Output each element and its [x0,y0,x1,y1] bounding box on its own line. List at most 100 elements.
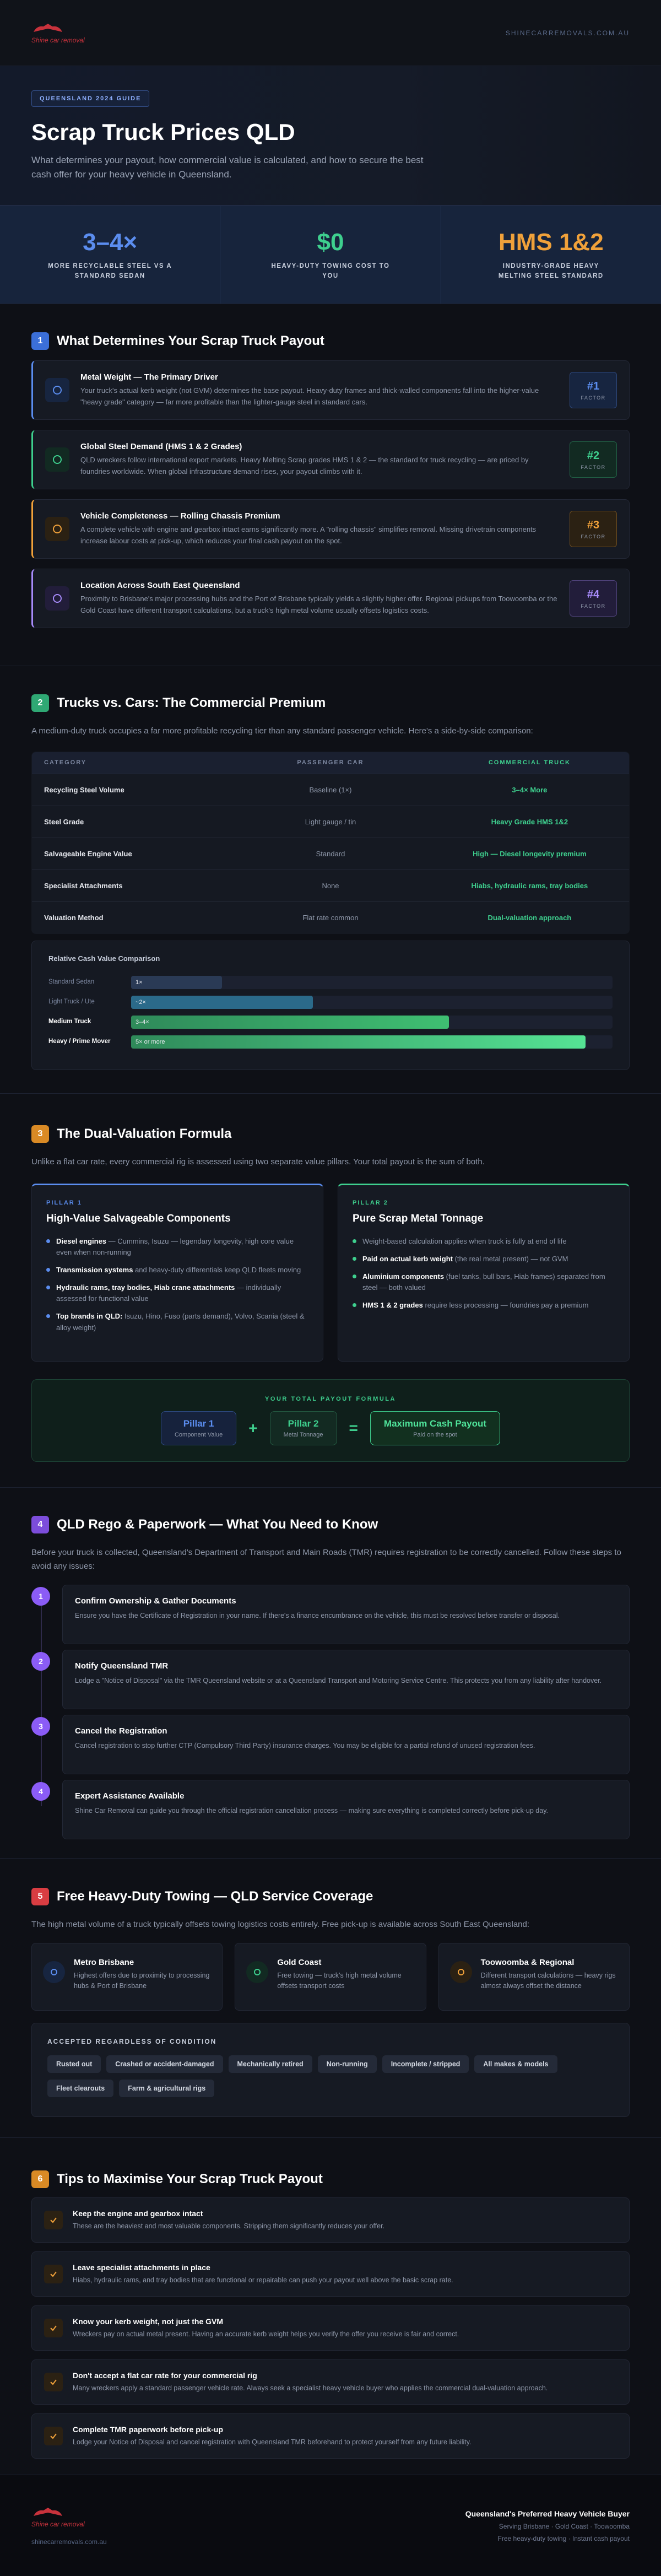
t-text: Hiabs, hydraulic rams, and tray bodies t… [73,2276,453,2284]
st-card: Notify Queensland TMR Lodge a "Notice of … [62,1649,630,1709]
table-cell: None [231,869,430,902]
check-icon [50,2271,57,2277]
acc-title: ACCEPTED REGARDLESS OF CONDITION [47,2037,217,2045]
sec-head: 1 What Determines Your Scrap Truck Payout [31,332,630,350]
p-item: Top brands in QLD: Isuzu, Hino, Fuso (pa… [46,1311,308,1333]
footer-right: Queensland's Preferred Heavy Vehicle Buy… [465,2509,630,2542]
t-title: Don't accept a flat car rate for your co… [73,2370,257,2380]
bar-value-label: ~2× [136,998,146,1006]
hero-title: Scrap Truck Prices QLD [31,119,295,145]
track: 1× [131,975,613,989]
sec-num: 4 [31,1516,49,1533]
table-cell: Salvageable Engine Value [32,837,231,870]
sec-num: 6 [31,2170,49,2188]
f-title: Metal Weight — The Primary Driver [80,372,218,382]
stat-label: MORE RECYCLABLE STEEL VS A STANDARD SEDA… [48,263,172,279]
st-num: 2 [31,1651,50,1671]
table-cell: Valuation Method [32,901,231,933]
p-bold: Diesel engines [56,1236,107,1245]
sec-head: 3 The Dual-Valuation Formula [31,1125,630,1143]
table-cell: Flat rate common [231,901,430,933]
st-title: Cancel the Registration [75,1726,167,1736]
term-sub: Metal Tonnage [283,1431,323,1438]
t-body: Leave specialist attachments in place Hia… [73,2263,453,2286]
f-rank: #1 FACTOR [570,372,617,408]
p-text: (the real metal present) — not GVM [452,1254,568,1263]
st-title: Confirm Ownership & Gather Documents [75,1596,236,1606]
bar-row: Standard Sedan 1× [48,973,613,992]
tag: Farm & agricultural rigs [119,2079,215,2097]
st-text: Cancel registration to stop further CTP … [75,1741,535,1749]
f-title: Vehicle Completeness — Rolling Chassis P… [80,511,280,521]
sec-title: Trucks vs. Cars: The Commercial Premium [57,695,326,710]
table-cell: High — Diesel longevity premium [430,837,629,870]
f-title: Location Across South East Queensland [80,581,240,591]
tag: Mechanically retired [228,2055,312,2073]
p-bold: HMS 1 & 2 grades [362,1301,423,1310]
sec-num: 1 [31,332,49,350]
table-cell: Standard [231,837,430,870]
term: Pillar 1 Component Value [160,1411,237,1445]
f-icon [45,586,69,611]
bar: 1× [131,975,222,989]
header: Shine car removal SHINECARREMOVALS.COM.A… [0,0,661,66]
a-body: Gold Coast Free towing — truck's high met… [277,1956,414,1992]
op: + [248,1419,258,1436]
p-bold: Aluminium components [362,1272,445,1281]
header-cell: CATEGORY [32,752,231,774]
steps: 1 Confirm Ownership & Gather Documents Ens… [31,1584,630,1839]
sec-num: 5 [31,1888,49,1905]
t-title: Know your kerb weight, not just the GVM [73,2316,224,2326]
stat-label: HEAVY-DUTY TOWING COST TO YOU [271,263,390,279]
a-text: Free towing — truck's high metal volume … [277,1971,402,1990]
bar-row: Heavy / Prime Mover 5× or more [48,1032,613,1052]
table-row: Valuation Method Flat rate common Dual-val… [32,901,629,933]
p-bold: Paid on actual kerb weight [362,1254,453,1263]
stat: $0 HEAVY-DUTY TOWING COST TO YOU [220,206,441,304]
pillar: PILLAR 1 High-Value Salvageable Component… [31,1183,323,1362]
bar: 3–4× [131,1015,449,1029]
sec-title: QLD Rego & Paperwork — What You Need to … [57,1517,378,1532]
site-url: SHINECARREMOVALS.COM.AU [505,29,630,37]
rank-label: FACTOR [581,464,606,470]
chart: Relative Cash Value Comparison Standard S… [31,940,630,1070]
term-name: Maximum Cash Payout [383,1418,487,1429]
footer-site: shinecarremovals.com.au [31,2537,107,2546]
term-sub: Component Value [174,1431,223,1438]
p-item: Transmission systems and heavy-duty diff… [46,1265,308,1276]
t-text: These are the heaviest and most valuable… [73,2222,385,2230]
f-title: Global Steel Demand (HMS 1 & 2 Grades) [80,442,242,452]
p-text: — individually assessed for functional v… [56,1283,281,1303]
f-body: Global Steel Demand (HMS 1 & 2 Grades) QL… [80,442,559,477]
f-text: A complete vehicle with engine and gearb… [80,525,537,545]
sec-title: Free Heavy-Duty Towing — QLD Service Cov… [57,1889,373,1904]
tip: Leave specialist attachments in place Hia… [31,2251,630,2297]
a-icon [43,1961,65,1983]
tip: Know your kerb weight, not just the GVM W… [31,2305,630,2351]
t-body: Complete TMR paperwork before pick-up Lod… [73,2425,472,2448]
t-text: Lodge your Notice of Disposal and cancel… [73,2438,472,2446]
header-row: CATEGORY PASSENGER CAR COMMERCIAL TRUCK [32,752,629,774]
p-text: (fuel tanks, bull bars, Hiab frames) sep… [362,1272,605,1292]
sec-head: 2 Trucks vs. Cars: The Commercial Premium [31,694,630,712]
a-text: Different transport calculations — heavy… [480,1971,616,1990]
stat-label: INDUSTRY-GRADE HEAVY MELTING STEEL STAND… [498,263,604,279]
f-text: Your truck's actual kerb weight (not GVM… [80,386,539,406]
table-cell: Hiabs, hydraulic rams, tray bodies [430,869,629,902]
sec-head: 5 Free Heavy-Duty Towing — QLD Service Co… [31,1887,630,1906]
f-rank: #3 FACTOR [570,511,617,547]
logo-icon [34,2507,62,2516]
factor: Vehicle Completeness — Rolling Chassis P… [31,499,630,559]
compare-table: CATEGORY PASSENGER CAR COMMERCIAL TRUCK Rec… [31,751,630,934]
footer-tagline: Queensland's Preferred Heavy Vehicle Buy… [465,2509,630,2518]
area: Metro Brisbane Highest offers due to prox… [31,1942,223,2011]
factor: Metal Weight — The Primary Driver Your tr… [31,360,630,420]
footer-areas: Serving Brisbane · Gold Coast · Toowoomb… [499,2522,630,2530]
p-text: Isuzu, Hino, Fuso (parts demand), Volvo,… [56,1312,305,1332]
f-icon [45,378,69,402]
st-text: Lodge a "Notice of Disposal" via the TMR… [75,1676,602,1684]
stat-value: 3–4× [83,229,138,256]
logo-text: Shine car removal [31,2520,85,2528]
intro: The high metal volume of a truck typical… [31,1920,530,1929]
p-text: Weight-based calculation applies when tr… [362,1236,567,1245]
